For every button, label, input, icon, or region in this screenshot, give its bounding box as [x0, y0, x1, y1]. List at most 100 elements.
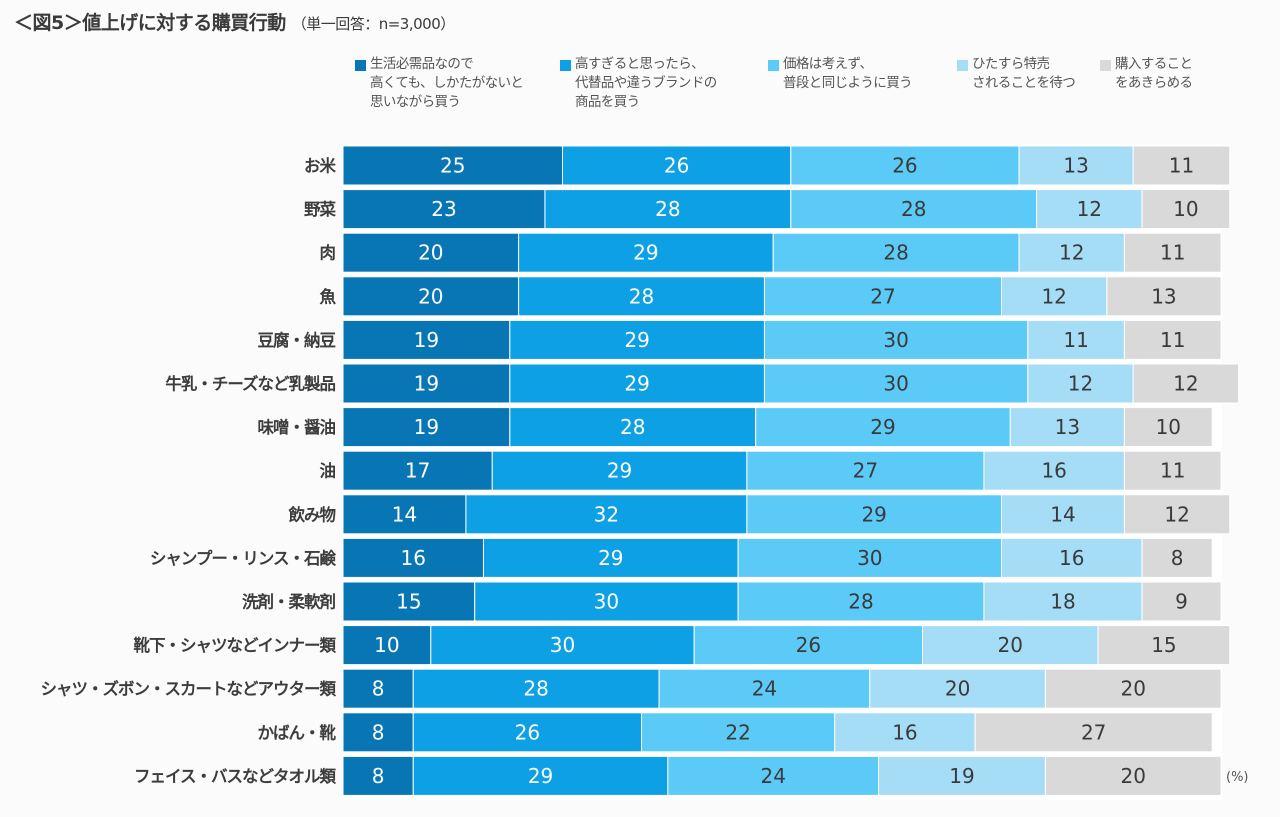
- legend: 生活必需品なので 高くても、しかたがないと 思いながら買う 高すぎると思ったら、 …: [0, 55, 1280, 125]
- bar-segment: [412, 755, 669, 796]
- data-label: 27: [1081, 720, 1106, 744]
- legend-swatch: [355, 60, 366, 71]
- data-label: 20: [418, 284, 443, 308]
- subtitle-text: （単一回答：n=3,000）: [291, 15, 456, 33]
- category-label: シャンプー・リンス・石鹸: [150, 548, 337, 568]
- legend-item: ひたすら特売 されることを待つ: [957, 55, 1076, 93]
- chart-title: ＜図5＞値上げに対する購買行動 （単一回答：n=3,000）: [14, 8, 455, 35]
- title-text: ＜図5＞値上げに対する購買行動: [14, 12, 286, 34]
- data-label: 29: [607, 459, 632, 483]
- category-label: 飲み物: [288, 504, 337, 524]
- bar-segment: [1123, 232, 1222, 273]
- bar-segment: [509, 363, 765, 404]
- data-label: 27: [870, 284, 895, 308]
- data-label: 29: [624, 328, 649, 352]
- bar-segment: [658, 668, 871, 709]
- bar-segment: [1018, 145, 1134, 186]
- legend-item: 価格は考えず、 普段と同じように買う: [768, 55, 913, 93]
- bar-segment: [1123, 407, 1213, 448]
- data-label: 29: [624, 372, 649, 396]
- bar-segment: [878, 755, 1046, 796]
- bar-segment: [342, 363, 511, 404]
- data-label: 16: [1041, 459, 1066, 483]
- bar-segment: [790, 145, 1020, 186]
- bar-segment: [342, 189, 546, 230]
- data-label: 24: [752, 677, 777, 701]
- legend-item: 生活必需品なので 高くても、しかたがないと 思いながら買う: [355, 55, 524, 112]
- bar-segment: [737, 537, 1002, 578]
- data-label: 11: [1160, 241, 1185, 265]
- data-label: 30: [883, 328, 908, 352]
- data-label: 28: [883, 241, 908, 265]
- bar-segment: [342, 755, 414, 796]
- bar-segment: [974, 712, 1213, 753]
- data-label: 10: [1173, 197, 1198, 221]
- bar-segment: [465, 494, 748, 535]
- bar-segment: [755, 407, 1011, 448]
- category-label: 味噌・醤油: [258, 417, 336, 437]
- data-label: 16: [892, 720, 917, 744]
- bar-segment: [1018, 232, 1125, 273]
- data-label: 29: [861, 502, 886, 526]
- bar-segment: [921, 625, 1099, 666]
- legend-swatch: [560, 60, 571, 71]
- bar-segment: [412, 668, 660, 709]
- bar-segment: [746, 450, 985, 491]
- bar-segment: [1044, 668, 1222, 709]
- bar-segment: [342, 232, 520, 273]
- data-label: 12: [1164, 502, 1189, 526]
- data-label: 30: [883, 372, 908, 396]
- data-label: 20: [945, 677, 970, 701]
- data-label: 19: [414, 328, 439, 352]
- bar-segment: [1106, 276, 1222, 317]
- data-label: 20: [998, 633, 1023, 657]
- data-label: 14: [1050, 502, 1075, 526]
- bar-segment: [1141, 189, 1231, 230]
- data-label: 9: [1175, 590, 1188, 614]
- data-label: 8: [372, 720, 385, 744]
- category-label: シャツ・ズボン・スカートなどアウター類: [41, 679, 337, 699]
- legend-swatch: [768, 60, 779, 71]
- data-label: 28: [620, 415, 645, 439]
- data-label: 23: [431, 197, 456, 221]
- data-label: 15: [396, 590, 421, 614]
- bar-segment: [342, 319, 511, 360]
- legend-label: ひたすら特売 されることを待つ: [972, 56, 1076, 91]
- bar-segment: [1001, 537, 1143, 578]
- data-label: 11: [1160, 459, 1185, 483]
- data-label: 16: [401, 546, 426, 570]
- category-label: 魚: [320, 286, 337, 306]
- bar-segment: [509, 407, 757, 448]
- bar-segment: [482, 537, 739, 578]
- data-label: 26: [664, 154, 689, 178]
- data-label: 20: [418, 241, 443, 265]
- data-label: 28: [901, 197, 926, 221]
- legend-item: 購入すること をあきらめる: [1100, 55, 1193, 93]
- data-label: 11: [1063, 328, 1088, 352]
- data-label: 19: [949, 764, 974, 788]
- data-label: 25: [440, 154, 465, 178]
- data-label: 30: [857, 546, 882, 570]
- data-label: 19: [414, 372, 439, 396]
- bar-segment: [474, 581, 739, 622]
- data-label: 8: [372, 677, 385, 701]
- data-label: 12: [1077, 197, 1102, 221]
- bar-segment: [737, 581, 985, 622]
- category-label: 豆腐・納豆: [258, 330, 336, 350]
- bar-segment: [1141, 581, 1222, 622]
- data-label: 18: [1050, 590, 1075, 614]
- bar-segment: [342, 276, 520, 317]
- data-label: 15: [1151, 633, 1176, 657]
- bar-segment: [1027, 363, 1134, 404]
- data-label: 22: [725, 720, 750, 744]
- bar-segment: [1036, 189, 1143, 230]
- bar-segment: [1141, 537, 1213, 578]
- bar-segment: [342, 537, 484, 578]
- bar-segment: [544, 189, 792, 230]
- data-label: 11: [1160, 328, 1185, 352]
- data-label: 13: [1063, 154, 1088, 178]
- bar-segment: [834, 712, 976, 753]
- category-label: かばん・靴: [258, 722, 337, 742]
- bar-segment: [983, 581, 1143, 622]
